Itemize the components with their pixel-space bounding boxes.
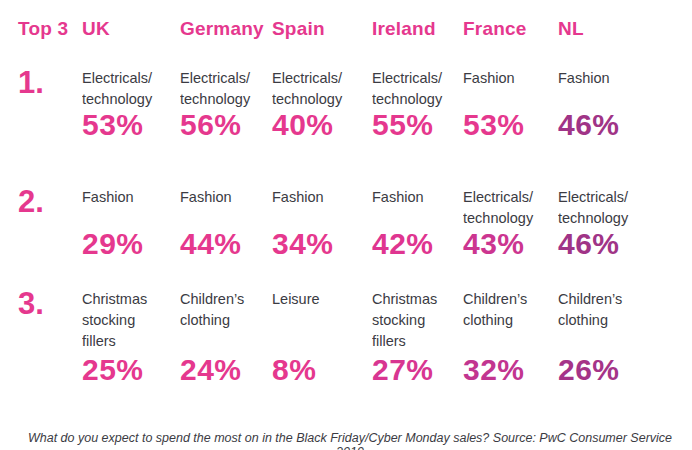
category-label: Christmas stocking fillers (82, 289, 180, 355)
percentage-value: 53% (463, 110, 558, 140)
percentage-value: 29% (82, 229, 180, 259)
cell-rank2-nl: Electricals/ technology 46% (558, 187, 692, 259)
percentage-value: 53% (82, 110, 180, 140)
cell-rank3-uk: Christmas stocking fillers 25% (82, 289, 180, 385)
category-label: Electricals/ technology (372, 68, 463, 110)
rank-3-label: 3. (18, 289, 82, 319)
category-label: Leisure (272, 289, 372, 355)
category-label: Fashion (180, 187, 272, 229)
cell-rank1-france: Fashion 53% (463, 68, 558, 140)
rank-1-row: 1. Electricals/ technology 53% Electrica… (18, 68, 692, 140)
category-label: Fashion (82, 187, 180, 229)
column-header-germany: Germany (180, 18, 272, 40)
category-label: Children’s clothing (558, 289, 692, 355)
cell-rank1-spain: Electricals/ technology 40% (272, 68, 372, 140)
column-header-ireland: Ireland (372, 18, 463, 40)
table-header-row: Top 3 UK Germany Spain Ireland France NL (18, 18, 692, 42)
percentage-value: 42% (372, 229, 463, 259)
percentage-value: 46% (558, 110, 692, 140)
cell-rank2-france: Electricals/ technology 43% (463, 187, 558, 259)
category-label: Electricals/ technology (463, 187, 558, 229)
column-header-france: France (463, 18, 558, 40)
cell-rank1-uk: Electricals/ technology 53% (82, 68, 180, 140)
category-label: Children’s clothing (180, 289, 272, 355)
percentage-value: 46% (558, 229, 692, 259)
percentage-value: 26% (558, 355, 692, 385)
column-header-nl: NL (558, 18, 692, 40)
category-label: Fashion (272, 187, 372, 229)
cell-rank2-germany: Fashion 44% (180, 187, 272, 259)
rank-1-label: 1. (18, 68, 82, 98)
cell-rank3-spain: Leisure 8% (272, 289, 372, 385)
column-header-spain: Spain (272, 18, 372, 40)
percentage-value: 55% (372, 110, 463, 140)
category-label: Fashion (463, 68, 558, 110)
rank-3-row: 3. Christmas stocking fillers 25% Childr… (18, 289, 692, 385)
cell-rank1-ireland: Electricals/ technology 55% (372, 68, 463, 140)
cell-rank2-spain: Fashion 34% (272, 187, 372, 259)
percentage-value: 27% (372, 355, 463, 385)
category-label: Electricals/ technology (558, 187, 692, 229)
cell-rank1-nl: Fashion 46% (558, 68, 692, 140)
cell-rank3-france: Children’s clothing 32% (463, 289, 558, 385)
cell-rank2-uk: Fashion 29% (82, 187, 180, 259)
source-caption: What do you expect to spend the most on … (18, 431, 692, 450)
top3-spending-infographic: Top 3 UK Germany Spain Ireland France NL… (0, 0, 692, 450)
cell-rank3-ireland: Christmas stocking fillers 27% (372, 289, 463, 385)
percentage-value: 56% (180, 110, 272, 140)
category-label: Fashion (372, 187, 463, 229)
rank-2-label: 2. (18, 187, 82, 217)
cell-rank1-germany: Electricals/ technology 56% (180, 68, 272, 140)
percentage-value: 40% (272, 110, 372, 140)
percentage-value: 32% (463, 355, 558, 385)
cell-rank3-germany: Children’s clothing 24% (180, 289, 272, 385)
percentage-value: 8% (272, 355, 372, 385)
cell-rank3-nl: Children’s clothing 26% (558, 289, 692, 385)
category-label: Electricals/ technology (272, 68, 372, 110)
category-label: Children’s clothing (463, 289, 558, 355)
cell-rank2-ireland: Fashion 42% (372, 187, 463, 259)
category-label: Electricals/ technology (82, 68, 180, 110)
percentage-value: 24% (180, 355, 272, 385)
category-label: Fashion (558, 68, 692, 110)
rank-2-row: 2. Fashion 29% Fashion 44% Fashion 34% F… (18, 187, 692, 259)
percentage-value: 44% (180, 229, 272, 259)
category-label: Electricals/ technology (180, 68, 272, 110)
percentage-value: 43% (463, 229, 558, 259)
table-title: Top 3 (18, 18, 82, 40)
percentage-value: 25% (82, 355, 180, 385)
percentage-value: 34% (272, 229, 372, 259)
category-label: Christmas stocking fillers (372, 289, 463, 355)
column-header-uk: UK (82, 18, 180, 40)
